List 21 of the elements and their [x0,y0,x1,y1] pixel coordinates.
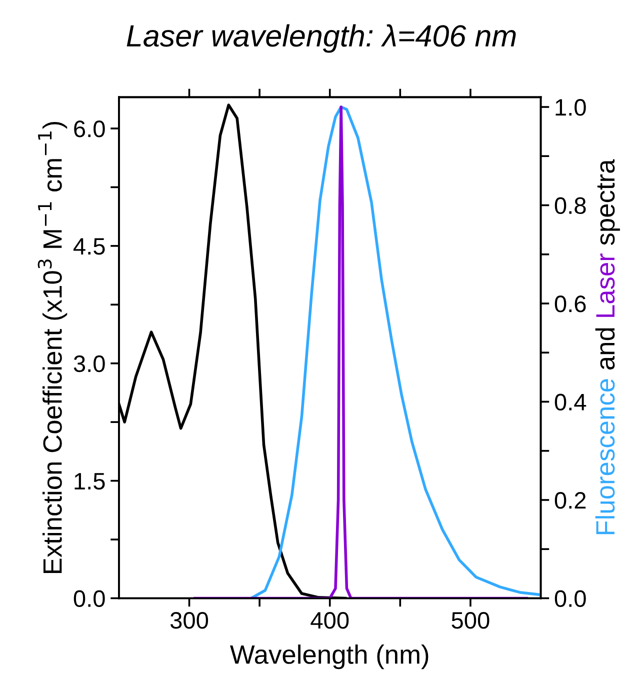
text: and [595,328,615,370]
y2-tick-label: 1.0 [556,99,586,116]
y-axis-title: Extinction Coefficient (x10$^{3}$ M$^{−1}$ cm$^{−1}$) [38,122,68,573]
y-tick-label: 3.0 [74,355,105,372]
y2-tick-label: 0.6 [554,296,586,312]
x-tick-label: 500 [452,612,490,629]
y2-tick-label: 0.8 [554,197,586,214]
y-tick-label: 4.5 [73,238,105,255]
y-tick-label: 6.0 [74,120,105,138]
x-tick-label: 400 [310,612,349,629]
x-tick-label: 300 [170,612,208,629]
text: Fluorescence [595,379,615,534]
y2-tick-label: 0.0 [554,590,586,608]
text: Laser [596,253,615,317]
y2-tick-label: 0.2 [554,492,586,509]
chart-title: Laser wavelength: λ=406 nm [126,24,516,53]
y2-tick-label: 0.4 [554,394,586,411]
y-tick-label: 0.0 [74,590,105,608]
x-axis-title: Wavelength (nm) [230,644,428,670]
text: spectra [597,159,620,246]
y-tick-label: 1.5 [74,473,105,490]
